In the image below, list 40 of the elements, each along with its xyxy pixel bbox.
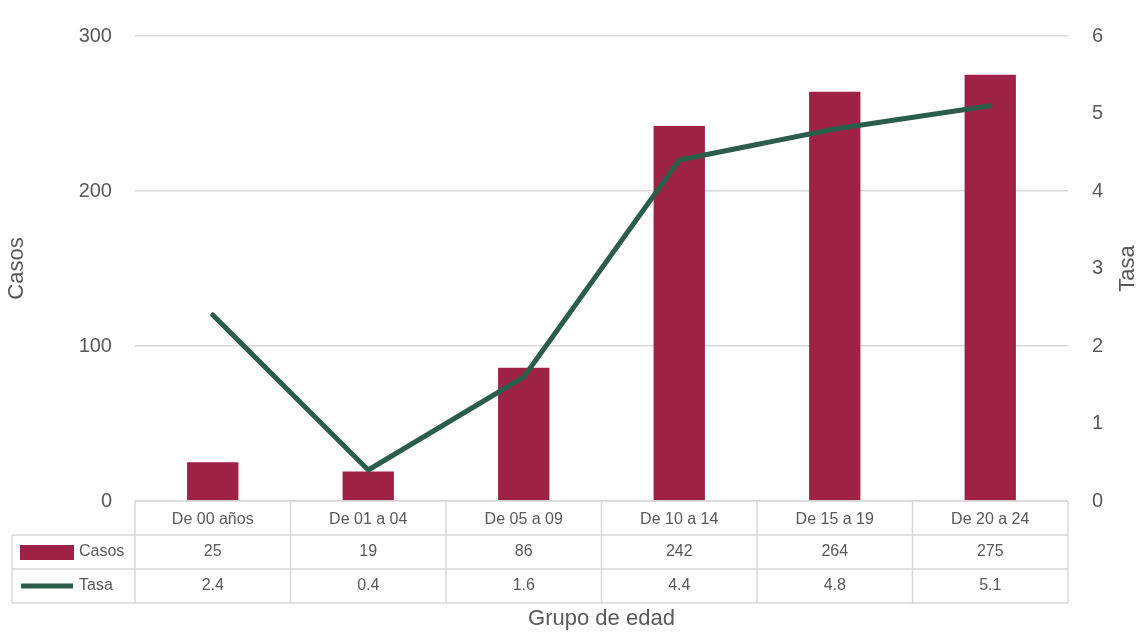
data-label: 25 [203,542,222,560]
y2-tick-label: 6 [1092,23,1104,46]
bar [653,125,705,501]
legend-label: Tasa [79,576,113,594]
x-tick-label: De 01 a 04 [329,510,408,528]
bar [187,462,239,501]
y-tick-label: 300 [78,23,112,46]
y2-tick-label: 5 [1092,101,1104,124]
x-tick-label: De 05 a 09 [484,510,563,528]
x-tick-label: De 00 años [171,510,254,528]
data-label: 0.4 [357,576,380,594]
data-label: 86 [514,542,533,560]
bar [498,367,550,501]
data-label: 264 [821,542,849,560]
x-tick-label: De 20 a 24 [951,510,1030,528]
y2-tick-label: 4 [1092,178,1104,201]
data-label: 275 [976,542,1004,560]
data-label: 4.8 [823,576,846,594]
bar [809,91,861,501]
data-label: 1.6 [512,576,535,594]
y-axis-title: Casos [3,237,29,300]
data-label: 2.4 [201,576,224,594]
y2-tick-label: 2 [1092,333,1104,356]
bar [342,471,394,501]
x-axis-title: Grupo de edad [528,604,675,630]
y2-tick-label: 0 [1092,488,1104,511]
y2-tick-label: 1 [1092,411,1104,434]
y2-tick-label: 3 [1092,256,1104,279]
data-label: 242 [665,542,693,560]
data-label: 19 [359,542,378,560]
bar [964,74,1016,501]
y-tick-label: 0 [100,488,112,511]
data-label: 4.4 [668,576,691,594]
legend-label: Casos [79,542,125,560]
y-tick-label: 200 [78,178,112,201]
y-tick-label: 100 [78,333,112,356]
y2-axis-title: Tasa [1114,244,1140,292]
x-tick-label: De 10 a 14 [640,510,719,528]
x-tick-label: De 15 a 19 [795,510,874,528]
data-label: 5.1 [979,576,1002,594]
